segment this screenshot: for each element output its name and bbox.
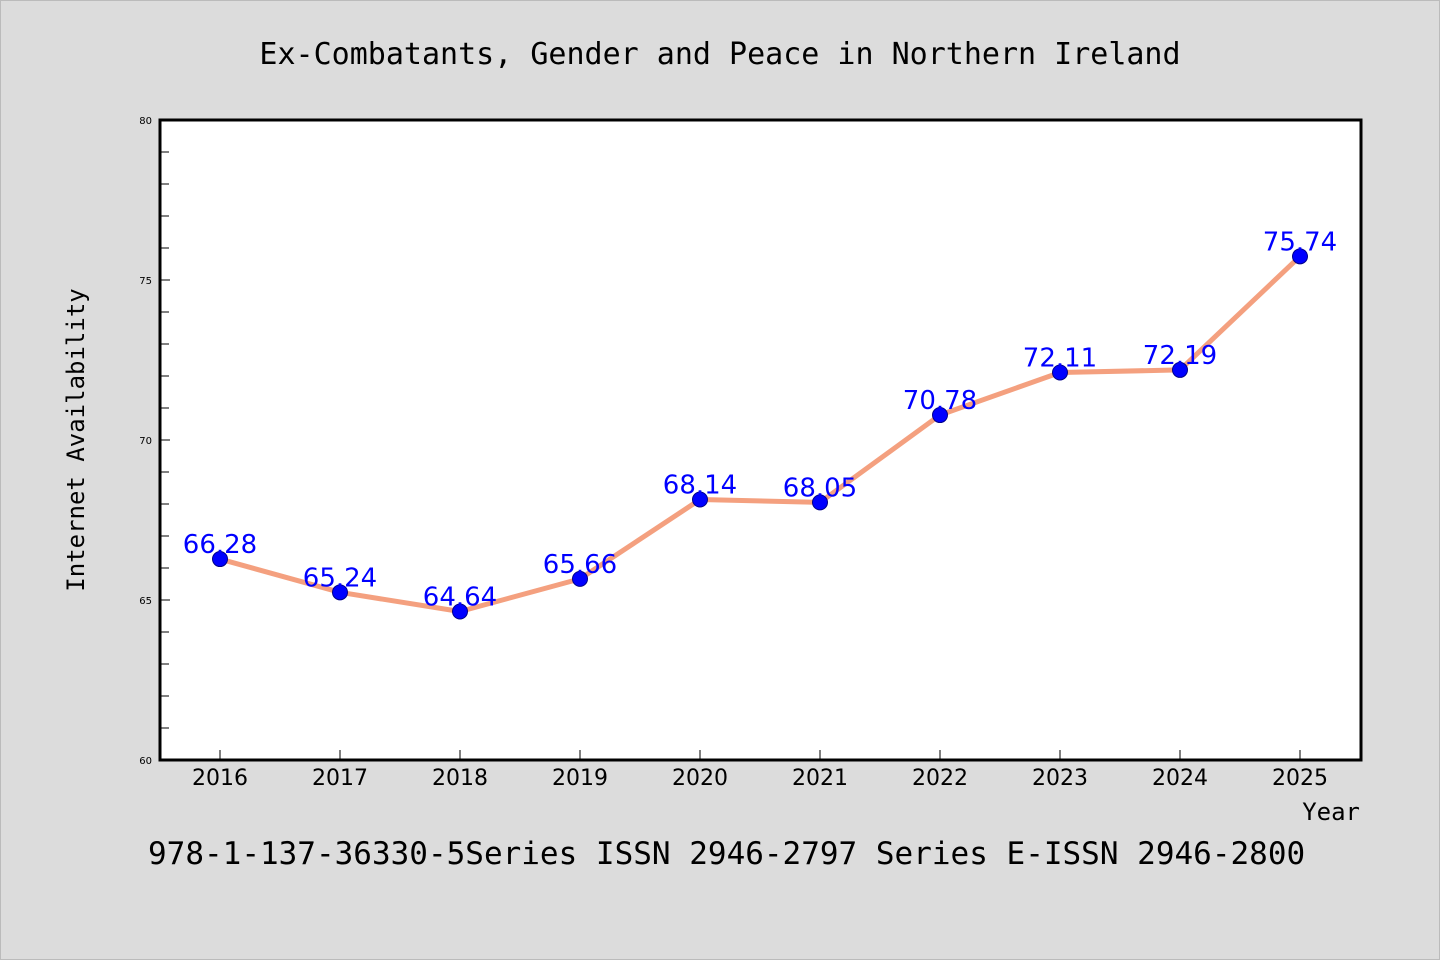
x-tick-label: 2021 [792,766,848,791]
data-label: 70.78 [903,386,977,416]
data-label: 65.24 [303,563,377,593]
chart-title: Ex-Combatants, Gender and Peace in North… [259,37,1180,72]
data-label: 64.64 [423,583,497,613]
y-tick-label: 75 [139,276,152,287]
data-label: 65.66 [543,550,617,580]
data-point [1052,364,1068,381]
y-tick-label: 70 [139,436,152,447]
x-tick-label: 2022 [912,766,968,791]
data-point [452,603,468,620]
data-point [812,494,828,511]
x-tick-label: 2025 [1272,766,1328,791]
x-tick-label: 2018 [432,766,488,791]
footer-isbn: 978-1-137-36330-5Series ISSN 2946-2797 S… [148,836,1305,872]
x-tick-label: 2023 [1032,766,1088,791]
x-axis: 2016 2017 2018 2019 2020 2021 2022 2023 2024 2025 [192,750,1328,791]
data-point [932,407,948,424]
x-tick-label: 2017 [312,766,368,791]
y-tick-label: 65 [139,596,152,607]
data-label: 66.28 [183,530,257,560]
data-label: 68.14 [663,471,737,501]
y-axis-label: Internet Availability [62,288,90,591]
data-point [1172,361,1188,378]
data-point [332,584,348,601]
data-point [692,491,708,508]
y-axis: 60 65 70 75 80 [139,116,170,767]
data-label: 72.11 [1023,343,1097,373]
series-line [217,253,1303,615]
x-tick-label: 2020 [672,766,728,791]
y-tick-label: 80 [139,116,152,127]
x-tick-label: 2024 [1152,766,1208,791]
data-points [212,248,1308,620]
x-tick-label: 2019 [552,766,608,791]
plot-area [158,118,1363,762]
data-label: 75.74 [1263,227,1337,257]
data-labels: 66.28 65.24 64.64 65.66 68.14 68.05 70.78 72.11… [183,227,1337,612]
data-point [1292,248,1308,265]
x-axis-label: Year [1302,798,1360,826]
x-tick-label: 2016 [192,766,248,791]
y-tick-label: 60 [139,756,152,767]
data-point [212,551,228,568]
data-label: 72.19 [1143,341,1217,371]
data-point [572,570,588,587]
data-label: 68.05 [783,473,857,503]
